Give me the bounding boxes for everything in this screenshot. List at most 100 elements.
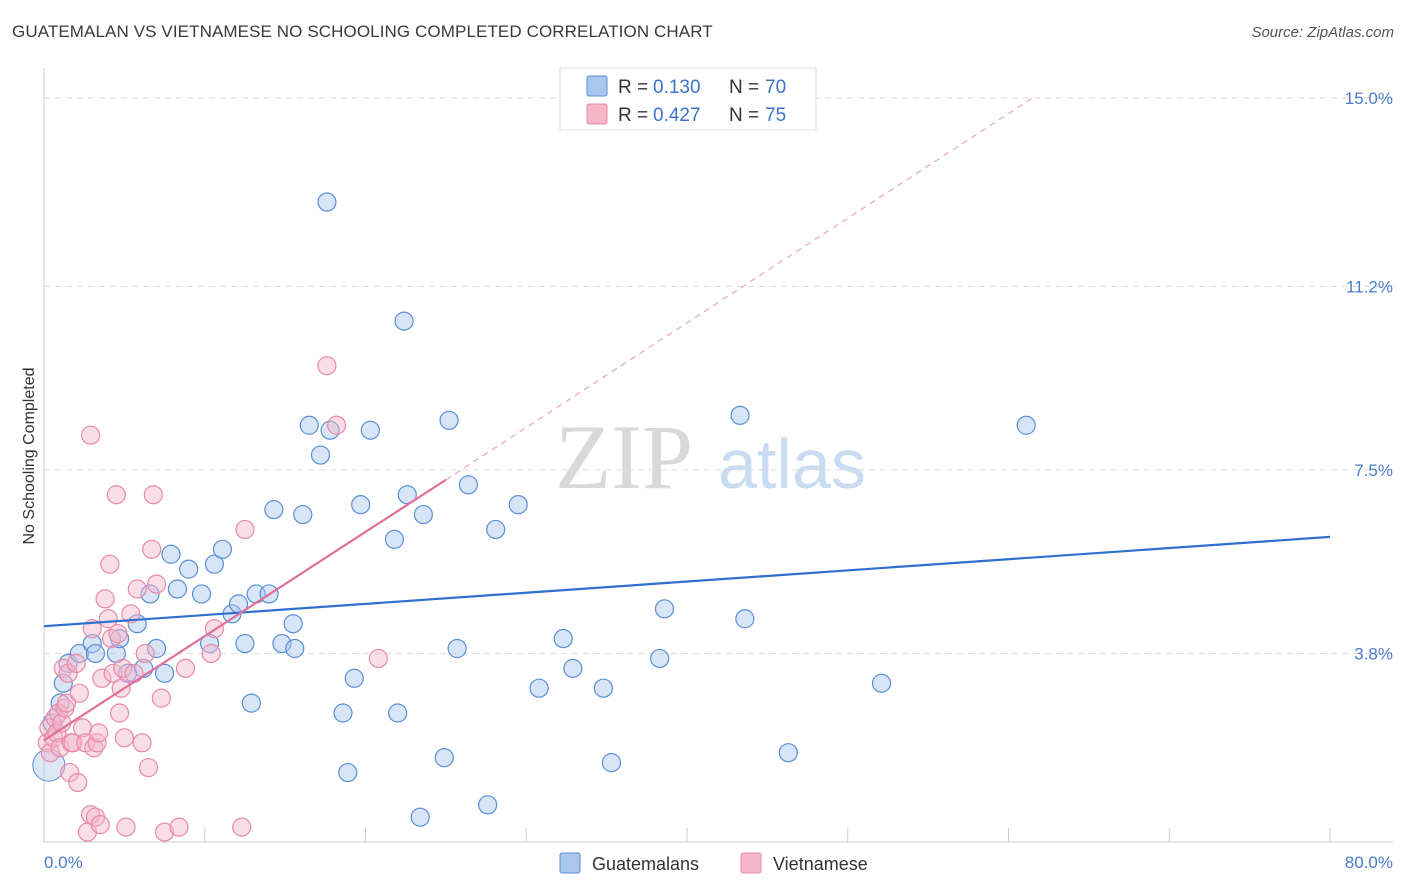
vietnamese-point	[100, 554, 120, 574]
vietnamese-point	[114, 728, 134, 748]
legend-n-value-1: 70	[765, 77, 786, 98]
vietnamese-trend-extension	[445, 97, 1033, 481]
guatemalan-point	[486, 519, 506, 540]
bottom-legend-swatch-guatemalans	[559, 852, 581, 874]
vietnamese-point	[116, 817, 136, 837]
guatemalan-point	[212, 539, 233, 559]
guatemalan-point	[199, 633, 220, 654]
vietnamese-point	[87, 733, 107, 753]
guatemalan-point	[478, 795, 498, 815]
guatemalan-point	[388, 703, 408, 723]
legend-n-value-2: 75	[765, 105, 786, 126]
watermark-atlas: atlas	[718, 425, 866, 503]
bottom-legend-guatemalans: Guatemalans	[592, 854, 699, 874]
guatemalan-point	[384, 529, 405, 549]
guatemalan-point	[146, 638, 167, 659]
legend-r-label-1: R =	[618, 77, 648, 98]
guatemalan-point	[285, 638, 305, 659]
vietnamese-point	[154, 822, 175, 842]
guatemalan-point	[593, 678, 614, 698]
watermark-zip: ZIP	[555, 406, 693, 508]
vietnamese-point	[201, 643, 221, 664]
guatemalans-points	[32, 192, 1036, 827]
guatemalan-point	[394, 311, 414, 331]
vietnamese-point	[66, 653, 86, 674]
y-tick-label: 7.5%	[1354, 461, 1393, 480]
guatemalan-point	[241, 693, 261, 713]
x-tick-label-min: 0.0%	[44, 853, 83, 872]
guatemalan-point	[204, 554, 224, 574]
guatemalan-point	[447, 638, 467, 659]
vietnamese-point	[60, 762, 80, 783]
trend-lines	[43, 97, 1331, 742]
vietnamese-point	[317, 356, 337, 376]
vietnamese-point	[109, 703, 130, 723]
guatemalan-point	[654, 599, 675, 619]
guatemalan-point	[458, 475, 478, 495]
bottom-legend-vietnamese: Vietnamese	[773, 854, 868, 874]
guatemalan-point	[553, 628, 573, 649]
guatemalan-point	[283, 614, 303, 634]
guatemalan-point	[154, 663, 175, 683]
guatemalan-point	[1016, 415, 1036, 435]
guatemalans-trend-line	[43, 535, 1331, 628]
vietnamese-points	[37, 356, 388, 842]
vietnamese-point	[113, 658, 133, 678]
vietnamese-point	[98, 609, 118, 629]
y-axis-label: No Schooling Completed	[21, 368, 38, 545]
legend-swatch-blue	[586, 75, 608, 97]
vietnamese-point	[235, 519, 255, 540]
guatemalan-point	[167, 579, 188, 599]
guatemalan-point	[179, 559, 199, 579]
guatemalan-point	[85, 643, 106, 664]
guatemalan-point	[529, 678, 549, 698]
legend: R = 0.130 N = 70 R = 0.427 N = 75	[559, 67, 817, 131]
y-tick-label: 11.2%	[1346, 277, 1393, 296]
vietnamese-point	[124, 663, 144, 683]
vietnamese-point	[175, 658, 196, 678]
vietnamese-point	[121, 604, 141, 624]
vietnamese-point	[169, 817, 189, 837]
vietnamese-trend-line	[43, 478, 447, 742]
gridlines	[44, 97, 1393, 654]
guatemalan-point	[235, 633, 255, 654]
legend-n-label-1: N =	[729, 77, 759, 98]
vietnamese-point	[89, 723, 109, 743]
guatemalan-point	[413, 504, 433, 525]
guatemalan-point	[272, 633, 292, 654]
guatemalan-point	[871, 673, 892, 693]
bottom-legend-swatch-vietnamese	[740, 852, 762, 874]
vietnamese-point	[50, 738, 70, 758]
chart-title: GUATEMALAN VS VIETNAMESE NO SCHOOLING CO…	[12, 22, 713, 41]
guatemalan-point	[410, 807, 430, 827]
vietnamese-point	[143, 485, 163, 505]
guatemalan-point	[140, 584, 160, 604]
vietnamese-point	[135, 643, 155, 664]
vietnamese-point	[95, 589, 115, 609]
vietnamese-point	[101, 628, 122, 649]
guatemalan-point	[344, 668, 364, 688]
guatemalan-point	[161, 544, 181, 564]
y-tick-label: 15.0%	[1345, 89, 1393, 108]
vietnamese-point	[106, 485, 126, 505]
guatemalan-point	[778, 743, 798, 763]
guatemalan-point	[351, 495, 371, 515]
guatemalan-point	[299, 415, 319, 435]
vietnamese-point	[138, 757, 159, 778]
legend-swatch-pink	[586, 103, 608, 125]
guatemalan-point	[320, 420, 340, 440]
legend-r-label-2: R =	[618, 105, 648, 126]
vietnamese-point	[142, 539, 162, 559]
guatemalan-point	[730, 405, 750, 425]
legend-r-value-1: 0.130	[653, 77, 701, 98]
vietnamese-point	[69, 683, 89, 703]
vietnamese-point	[132, 733, 152, 753]
vietnamese-point	[108, 624, 128, 644]
guatemalan-point	[310, 445, 331, 465]
vietnamese-point	[40, 743, 61, 763]
vietnamese-point	[146, 574, 167, 594]
guatemalan-point	[360, 420, 380, 440]
y-tick-label: 3.8%	[1354, 644, 1393, 663]
guatemalan-point	[508, 495, 528, 515]
